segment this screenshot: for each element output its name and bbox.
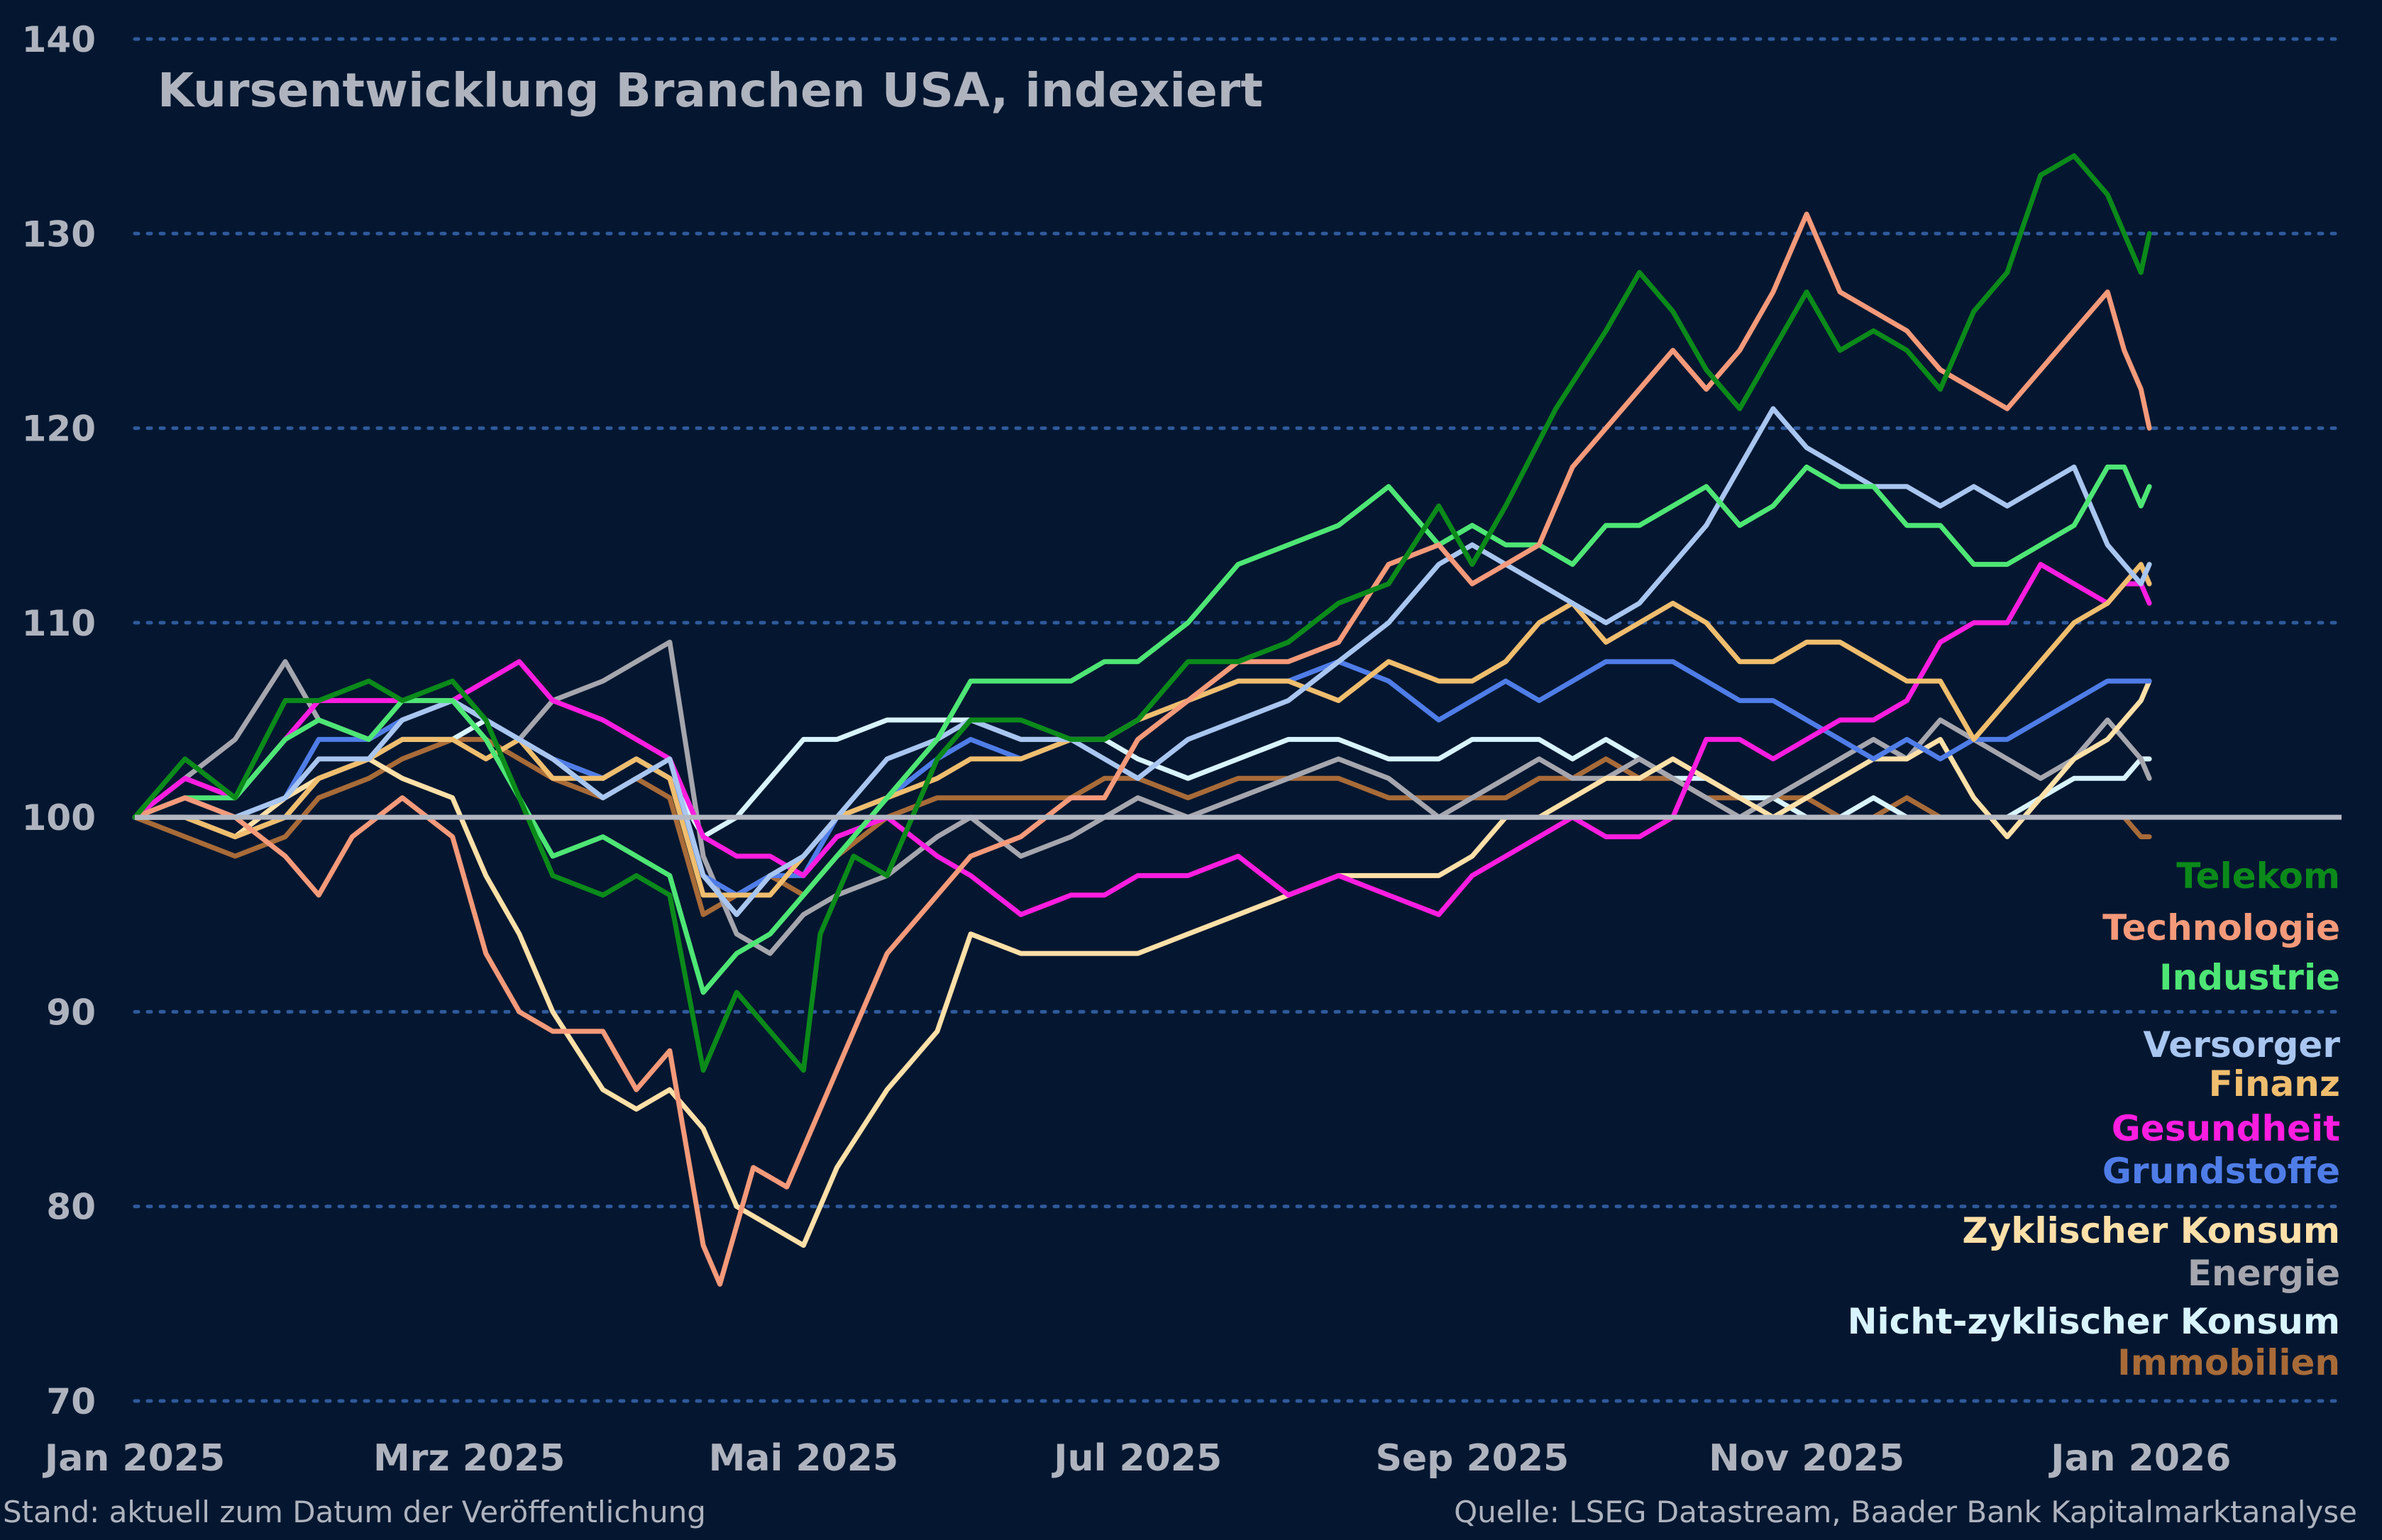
x-axis-ticks: Jan 2025 Mrz 2025 Mai 2025 Jul 2025 Sep 2025… (43, 1437, 2232, 1480)
y-tick-label: 140 (22, 19, 96, 60)
legend-item-immobilien: Immobilien (2117, 1342, 2340, 1383)
y-tick-label: 80 (46, 1187, 96, 1228)
series-line-industrie (132, 464, 2152, 995)
y-axis-ticks: 140 130 120 110 100 90 80 70 (22, 19, 96, 1422)
x-tick-label: Mrz 2025 (373, 1437, 566, 1480)
legend-item-energie: Energie (2188, 1253, 2340, 1294)
x-tick-label: Jan 2025 (43, 1437, 225, 1480)
legend-item-industrie: Industrie (2159, 957, 2340, 998)
footer-source: Quelle: LSEG Datastream, Baader Bank Kap… (1454, 1495, 2357, 1529)
series-line-telekom (132, 153, 2152, 1073)
x-tick-label: Jul 2025 (1052, 1437, 1222, 1480)
x-tick-label: Sep 2025 (1375, 1437, 1569, 1480)
legend-item-versorger: Versorger (2143, 1024, 2340, 1065)
x-tick-label: Jan 2026 (2049, 1437, 2231, 1480)
legend-item-technologie: Technologie (2102, 907, 2340, 948)
series-line-versorger (132, 406, 2152, 917)
y-tick-label: 120 (22, 409, 96, 450)
legend-item-finanz: Finanz (2209, 1063, 2340, 1104)
series-line-finanz (132, 562, 2152, 898)
legend: Telekom Technologie Industrie VersorgerFina… (1848, 855, 2341, 1383)
x-tick-label: Nov 2025 (1709, 1437, 1904, 1480)
legend-item-telekom: Telekom (2176, 855, 2340, 897)
series-line-immobilien (132, 736, 2152, 917)
chart-title: Kursentwicklung Branchen USA, indexiert (158, 63, 1263, 118)
series-lines (132, 153, 2152, 1287)
y-tick-label: 90 (46, 992, 96, 1033)
series-line-zyklischer-konsum (132, 678, 2152, 1248)
series-line-technologie (132, 211, 2152, 1287)
x-tick-label: Mai 2025 (709, 1437, 899, 1480)
y-tick-label: 110 (22, 603, 96, 644)
y-tick-label: 100 (22, 797, 96, 838)
series-line-gesundheit (132, 562, 2152, 917)
legend-item-nicht-zyklischer-konsum: Nicht-zyklischer Konsum (1848, 1301, 2340, 1342)
y-tick-label: 130 (22, 214, 96, 255)
legend-item-grundstoffe: Grundstoffe (2102, 1151, 2340, 1192)
legend-item-zyklischer-konsum: Zyklischer Konsum (1962, 1210, 2340, 1251)
legend-item-gesundheit: Gesundheit (2112, 1108, 2340, 1149)
y-tick-label: 70 (46, 1381, 96, 1422)
footer-stand: Stand: aktuell zum Datum der Veröffentli… (3, 1495, 706, 1529)
